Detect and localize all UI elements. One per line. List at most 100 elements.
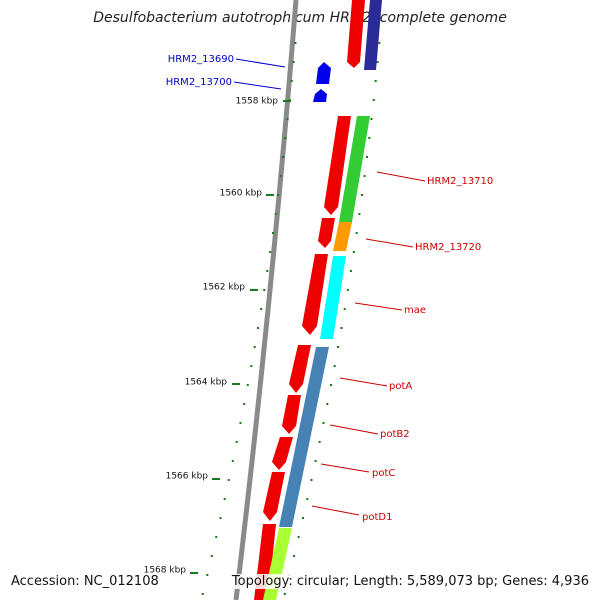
ruler-dot — [337, 346, 339, 348]
ruler-dot — [231, 460, 234, 462]
tick-label: 1568 kbp — [144, 566, 187, 576]
gene-callouts: HRM2_13690 HRM2_13700 HRM2_13710 HRM2_13… — [166, 54, 494, 523]
ruler-dot — [333, 365, 336, 367]
ruler-dot — [266, 270, 269, 272]
cds-arrow[interactable] — [272, 437, 293, 470]
ruler-dot — [206, 574, 209, 576]
ruler-dot — [318, 441, 321, 443]
gene-label-HRM2_13720[interactable]: HRM2_13720 — [415, 242, 481, 253]
callout-line — [235, 58, 286, 68]
tick-label: 1558 kbp — [236, 97, 279, 107]
cds-arrow[interactable] — [282, 395, 301, 434]
gene-HRM2_13690[interactable] — [316, 62, 331, 84]
ruler-dot — [363, 175, 366, 177]
ruler-dot — [223, 498, 226, 500]
cds-arrow[interactable] — [263, 472, 285, 521]
accession-text: Accession: NC_012108 — [9, 574, 161, 589]
ruler-dot — [253, 346, 256, 348]
ruler-dot — [277, 194, 280, 196]
callout-line — [339, 377, 388, 387]
ruler-dot — [346, 289, 349, 291]
ruler-dot — [263, 289, 266, 291]
gene-label-potB2[interactable]: potB2 — [380, 429, 410, 440]
ruler-dot — [290, 80, 293, 82]
ruler-dot — [330, 384, 332, 386]
cds-arrow[interactable] — [302, 254, 328, 335]
ruler-dot — [274, 213, 277, 215]
kbp-ticks: 1558 kbp 1560 kbp 1562 kbp 1564 kbp 1566… — [144, 97, 291, 576]
ruler-dot — [284, 137, 287, 139]
dotted-ruler — [201, 42, 381, 595]
ruler-dot — [257, 327, 259, 329]
tick-label: 1560 kbp — [220, 189, 263, 199]
ruler-dot — [326, 403, 329, 405]
ruler-dot — [361, 194, 363, 196]
ruler-dot — [374, 80, 377, 82]
ruler-dot — [297, 536, 300, 538]
gene-label-mae[interactable]: mae — [404, 305, 426, 316]
tick-label: 1562 kbp — [203, 283, 246, 293]
ruler-dot — [292, 61, 295, 63]
tick-label: 1566 kbp — [166, 472, 209, 482]
ruler-dot — [314, 460, 317, 462]
cds-arrow[interactable] — [289, 345, 311, 393]
ruler-dot — [355, 232, 358, 234]
callout-line — [365, 238, 414, 248]
cog-segment[interactable] — [339, 116, 370, 222]
gene-HRM2_13700[interactable] — [313, 89, 327, 102]
forward-strand-features — [313, 62, 331, 102]
ruler-dot — [235, 441, 238, 443]
gene-label-HRM2_13690[interactable]: HRM2_13690 — [168, 54, 234, 65]
ruler-dot — [366, 156, 368, 158]
ruler-dot — [260, 308, 263, 310]
ruler-dot — [282, 156, 285, 158]
ruler-dot — [283, 593, 286, 595]
ruler-dot — [368, 137, 371, 139]
map-title: Desulfobacterium autotrophicum HRM2, com… — [93, 10, 507, 26]
callout-line — [329, 424, 379, 435]
callout-line — [311, 505, 360, 516]
ruler-dot — [343, 308, 346, 310]
ruler-dot — [293, 555, 296, 557]
cds-arrow[interactable] — [347, 0, 365, 68]
ruler-dot — [279, 175, 282, 177]
cog-track — [263, 0, 382, 600]
ruler-dot — [227, 479, 230, 481]
ruler-dot — [322, 422, 325, 424]
callout-line — [320, 463, 370, 473]
genome-summary-text: Topology: circular; Length: 5,589,073 bp… — [229, 574, 591, 589]
ruler-dot — [306, 498, 309, 500]
ruler-dot — [352, 251, 355, 253]
ruler-dot — [269, 251, 272, 253]
ruler-dot — [378, 42, 381, 44]
gene-label-HRM2_13710[interactable]: HRM2_13710 — [427, 176, 493, 187]
ruler-dot — [370, 118, 373, 120]
ruler-dot — [201, 593, 204, 595]
cog-segment[interactable] — [279, 347, 329, 527]
ruler-dot — [250, 365, 253, 367]
callout-line — [354, 302, 403, 311]
callout-line — [233, 81, 282, 90]
cds-track — [254, 0, 365, 600]
cds-arrow[interactable] — [318, 218, 335, 248]
cog-segment[interactable] — [333, 222, 352, 251]
gene-label-potA[interactable]: potA — [389, 381, 412, 392]
ruler-dot — [358, 213, 361, 215]
cds-arrow[interactable] — [324, 116, 351, 215]
gene-label-potD1[interactable]: potD1 — [362, 512, 392, 523]
ruler-dot — [272, 232, 274, 234]
ruler-dot — [210, 555, 213, 557]
cog-segment[interactable] — [364, 0, 382, 70]
ruler-dot — [246, 384, 249, 386]
ruler-dot — [239, 422, 242, 424]
ruler-dot — [340, 327, 343, 329]
cog-segment[interactable] — [320, 256, 346, 339]
gene-label-HRM2_13700[interactable]: HRM2_13700 — [166, 77, 232, 88]
callout-line — [376, 171, 426, 182]
genome-backbone — [233, 0, 299, 600]
ruler-dot — [294, 42, 297, 44]
tick-label: 1564 kbp — [185, 378, 228, 388]
gene-label-potC[interactable]: potC — [372, 468, 395, 479]
ruler-dot — [302, 517, 304, 519]
